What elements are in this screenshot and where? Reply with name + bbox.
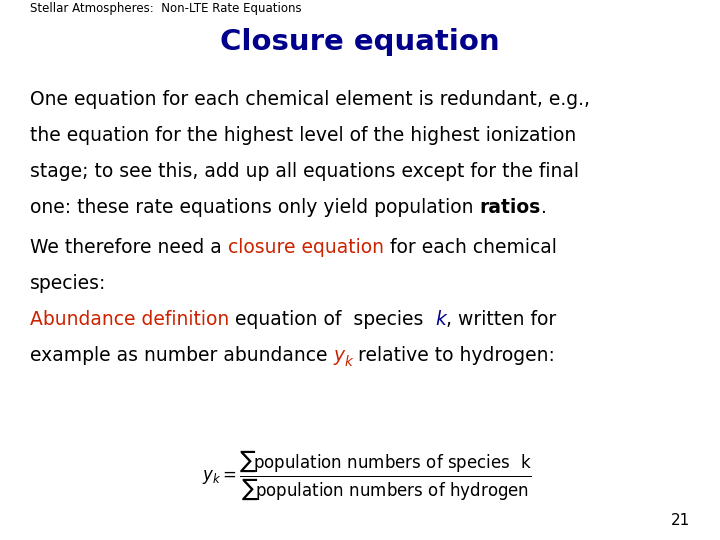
Text: k: k bbox=[345, 355, 353, 369]
Text: y: y bbox=[333, 346, 345, 365]
Text: equation of  species: equation of species bbox=[229, 310, 436, 329]
Text: for each chemical: for each chemical bbox=[384, 238, 557, 257]
Text: .: . bbox=[541, 198, 546, 217]
Text: , written for: , written for bbox=[446, 310, 557, 329]
Text: $y_k = \dfrac{\sum\!\mathrm{population\ numbers\ of\ species\ \ k}}{\sum\!\mathr: $y_k = \dfrac{\sum\!\mathrm{population\ … bbox=[202, 448, 531, 502]
Text: One equation for each chemical element is redundant, e.g.,: One equation for each chemical element i… bbox=[30, 90, 590, 109]
Text: ratios: ratios bbox=[480, 198, 541, 217]
Text: We therefore need a: We therefore need a bbox=[30, 238, 228, 257]
Text: example as number abundance: example as number abundance bbox=[30, 346, 333, 365]
Text: stage; to see this, add up all equations except for the final: stage; to see this, add up all equations… bbox=[30, 162, 579, 181]
Text: Closure equation: Closure equation bbox=[220, 28, 500, 56]
Text: Abundance definition: Abundance definition bbox=[30, 310, 229, 329]
Text: relative to hydrogen:: relative to hydrogen: bbox=[353, 346, 555, 365]
Text: the equation for the highest level of the highest ionization: the equation for the highest level of th… bbox=[30, 126, 576, 145]
Text: closure equation: closure equation bbox=[228, 238, 384, 257]
Text: Stellar Atmospheres:  Non-LTE Rate Equations: Stellar Atmospheres: Non-LTE Rate Equati… bbox=[30, 2, 302, 15]
Text: 21: 21 bbox=[671, 513, 690, 528]
Text: one: these rate equations only yield population: one: these rate equations only yield pop… bbox=[30, 198, 480, 217]
Text: k: k bbox=[436, 310, 446, 329]
Text: species:: species: bbox=[30, 274, 107, 293]
